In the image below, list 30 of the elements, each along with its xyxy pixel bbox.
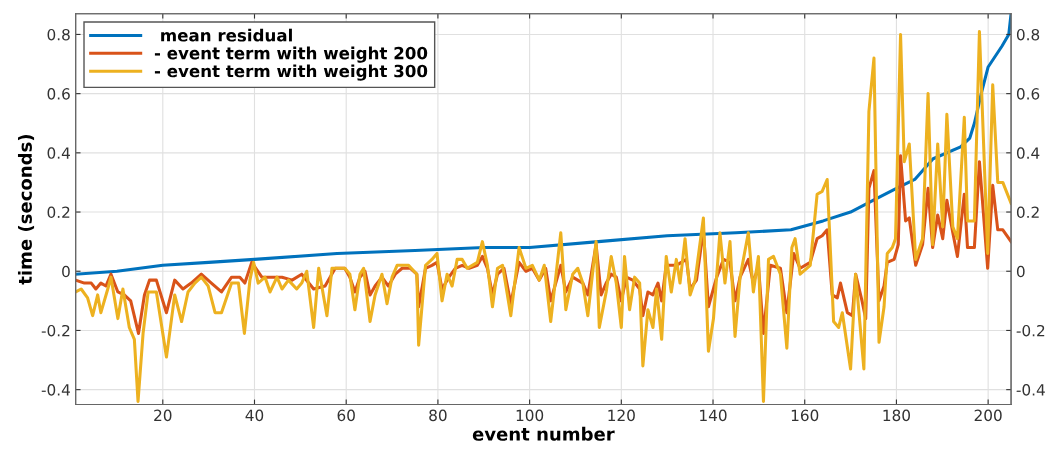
y-tick-label: 0.2 bbox=[47, 206, 70, 219]
line-series bbox=[75, 29, 1012, 404]
x-tick-label: 40 bbox=[245, 409, 264, 422]
legend-label: mean residual bbox=[161, 28, 292, 42]
x-tick-label: 60 bbox=[337, 409, 355, 422]
legend-label: - event term with weight 300 bbox=[154, 64, 428, 81]
y-tick-label: 0.8 bbox=[47, 28, 70, 41]
legend-label: - event term with weight 200 bbox=[154, 46, 428, 63]
y-tick-label: 0 bbox=[62, 265, 70, 278]
y-tick-label: 0.6 bbox=[47, 88, 70, 100]
y-tick-label: 0.4 bbox=[47, 147, 70, 159]
y2-tick-label: -0.2 bbox=[1016, 324, 1045, 337]
x-tick-label: 80 bbox=[429, 409, 447, 422]
y2-tick-label: -0.4 bbox=[1016, 384, 1045, 396]
x-tick-label: 160 bbox=[791, 409, 819, 422]
x-tick-label: 180 bbox=[883, 409, 910, 422]
y-tick-label: -0.2 bbox=[41, 324, 70, 337]
y2-tick-label: 0.4 bbox=[1016, 147, 1040, 159]
x-tick-label: 20 bbox=[154, 409, 172, 422]
x-tick-label: 120 bbox=[608, 409, 635, 422]
y2-tick-label: 0 bbox=[1016, 265, 1025, 278]
x-tick-label: 140 bbox=[700, 409, 727, 422]
y-axis-title: time (seconds) bbox=[17, 134, 35, 285]
x-tick-label: 200 bbox=[974, 409, 1002, 422]
x-axis-title: event number bbox=[472, 426, 615, 441]
y-tick-label: -0.4 bbox=[41, 384, 70, 396]
y2-tick-label: 0.2 bbox=[1016, 206, 1039, 219]
x-tick-label: 100 bbox=[516, 409, 544, 422]
y2-tick-label: 0.6 bbox=[1016, 88, 1040, 100]
y2-tick-label: 0.8 bbox=[1016, 28, 1040, 41]
